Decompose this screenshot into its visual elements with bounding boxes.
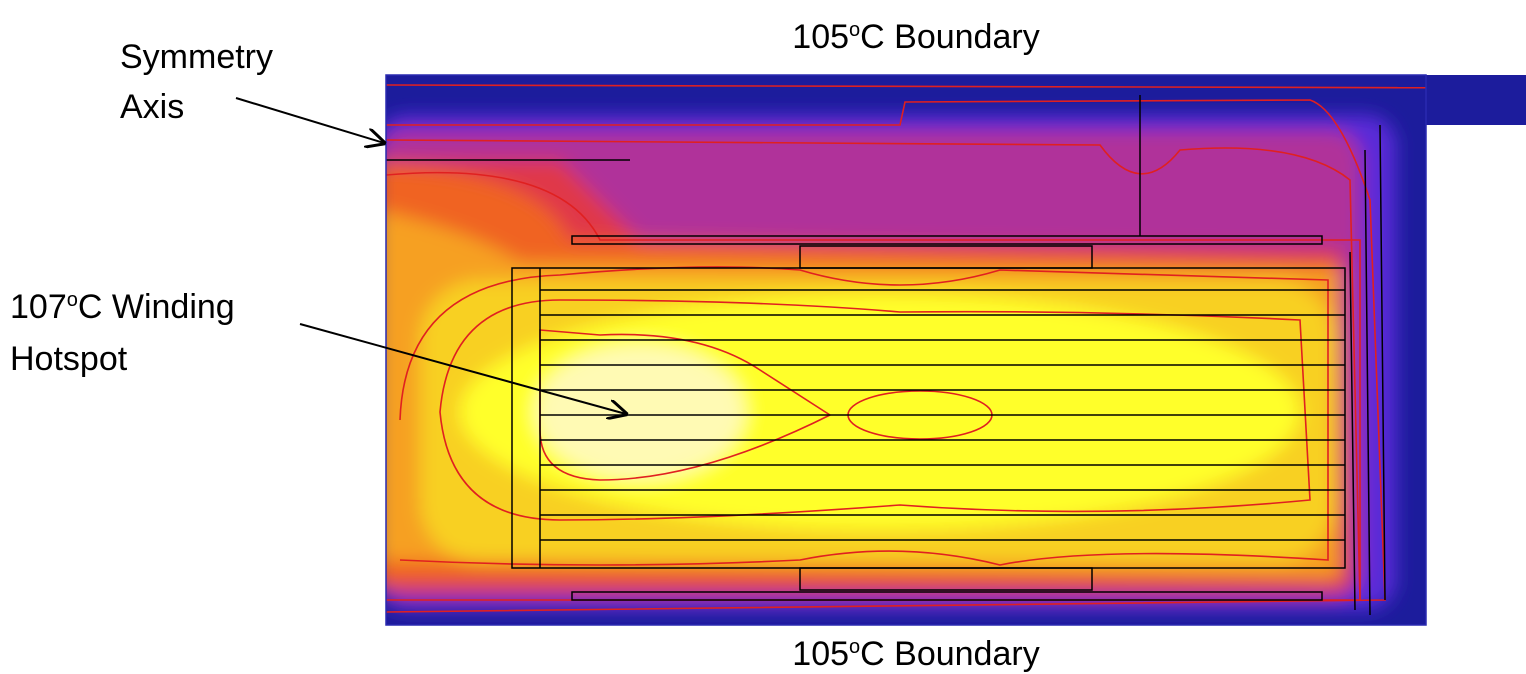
arrow (236, 98, 384, 143)
hotspot-label: 107oC Winding (10, 288, 235, 326)
thermal-diagram: 105oC Boundary 105oC Boundary Symmetry A… (0, 0, 1526, 674)
hotspot-label: Hotspot (10, 340, 128, 378)
temperature-field (376, 115, 1396, 610)
symmetry-label: Axis (120, 88, 184, 126)
symmetry-label: Symmetry (120, 38, 273, 76)
top-boundary-label: 105oC Boundary (792, 18, 1039, 56)
bottom-boundary-label: 105oC Boundary (792, 635, 1039, 673)
heat-map (376, 75, 1526, 625)
